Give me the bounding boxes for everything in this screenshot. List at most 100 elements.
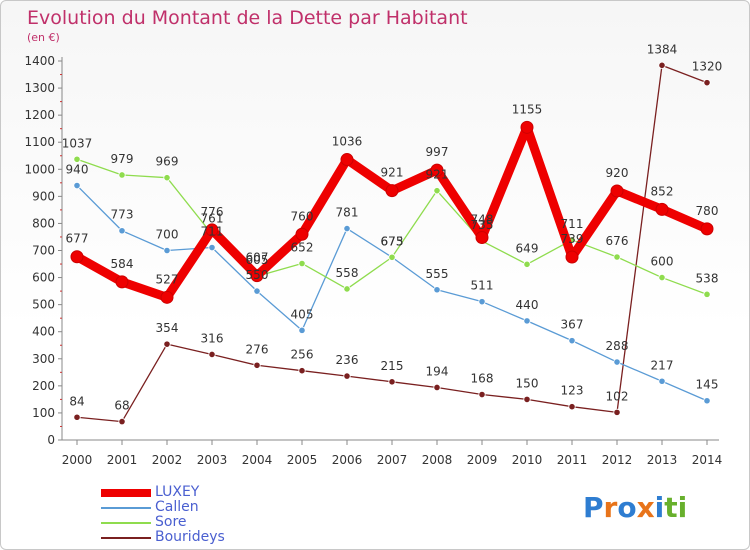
- data-label-sore: 1037: [62, 136, 93, 150]
- data-point-sore: [388, 253, 396, 261]
- data-label-luxey: 748: [471, 213, 494, 227]
- x-tick-label: 2007: [377, 453, 408, 467]
- data-point-sore: [658, 273, 666, 282]
- data-point-callen: [343, 224, 351, 233]
- data-point-luxey: [295, 227, 309, 241]
- y-tick-label: 400: [32, 325, 55, 339]
- legend: LUXEY Callen Sore Bourideys: [101, 485, 225, 545]
- x-tick-label: 2014: [692, 453, 723, 467]
- data-label-bourideys: 1320: [692, 60, 723, 74]
- y-tick-label: 1300: [24, 81, 55, 95]
- data-label-sore: 558: [336, 266, 359, 280]
- data-label-bourideys: 256: [291, 348, 314, 362]
- data-point-sore: [703, 290, 711, 298]
- logo-letter: r: [603, 491, 618, 524]
- data-label-luxey: 921: [381, 166, 404, 180]
- data-label-callen: 511: [471, 279, 494, 293]
- legend-item-sore: Sore: [101, 515, 225, 530]
- legend-label-sore: Sore: [155, 514, 187, 530]
- x-tick-label: 2005: [287, 453, 318, 467]
- data-label-callen: 145: [696, 378, 719, 392]
- data-point-callen: [703, 397, 711, 405]
- data-point-bourideys: [478, 390, 486, 399]
- data-label-sore: 921: [426, 168, 449, 182]
- data-label-bourideys: 236: [336, 353, 359, 367]
- data-label-callen: 555: [426, 267, 449, 281]
- data-point-bourideys: [118, 417, 126, 426]
- data-point-bourideys: [208, 350, 216, 359]
- data-label-bourideys: 1384: [647, 42, 678, 56]
- x-tick-label: 2008: [422, 453, 453, 467]
- data-label-callen: 700: [156, 228, 179, 242]
- data-point-callen: [523, 317, 531, 325]
- data-point-callen: [73, 181, 81, 190]
- x-tick-label: 2000: [62, 453, 93, 467]
- data-label-sore: 761: [201, 211, 224, 225]
- x-tick-label: 2013: [647, 453, 678, 467]
- data-label-bourideys: 84: [69, 394, 84, 408]
- data-point-luxey: [205, 223, 219, 237]
- data-point-callen: [658, 377, 666, 385]
- logo-letter: t: [664, 491, 678, 524]
- data-point-sore: [343, 285, 351, 293]
- data-point-luxey: [610, 184, 624, 198]
- data-point-callen: [433, 286, 441, 294]
- x-tick-label: 2001: [107, 453, 138, 467]
- data-point-sore: [523, 260, 531, 268]
- logo-letter: i: [677, 491, 688, 524]
- y-tick-label: 1100: [24, 135, 55, 149]
- legend-label-bourideys: Bourideys: [155, 529, 225, 545]
- data-label-bourideys: 123: [561, 384, 584, 398]
- data-point-sore: [73, 155, 81, 163]
- data-point-bourideys: [253, 361, 261, 369]
- data-point-callen: [208, 243, 216, 252]
- data-point-bourideys: [613, 408, 621, 416]
- y-tick-label: 900: [32, 189, 55, 203]
- data-point-luxey: [160, 290, 174, 304]
- data-label-callen: 550: [246, 268, 269, 282]
- data-label-luxey: 760: [291, 209, 314, 223]
- y-tick-label: 100: [32, 406, 55, 420]
- y-tick-label: 300: [32, 352, 55, 366]
- data-label-luxey: 527: [156, 272, 179, 286]
- chart-unit: (en €): [27, 31, 60, 44]
- data-label-bourideys: 316: [201, 331, 224, 345]
- y-tick-label: 500: [32, 298, 55, 312]
- data-point-luxey: [700, 222, 714, 236]
- data-label-sore: 649: [516, 241, 539, 255]
- data-label-sore: 676: [606, 234, 629, 248]
- data-label-bourideys: 102: [606, 389, 629, 403]
- data-label-callen: 711: [201, 225, 224, 239]
- data-label-sore: 605: [246, 253, 269, 267]
- data-point-luxey: [385, 184, 399, 198]
- data-point-luxey: [565, 250, 579, 264]
- data-point-bourideys: [568, 403, 576, 411]
- data-label-callen: 773: [111, 208, 134, 222]
- data-point-callen: [163, 246, 171, 255]
- data-label-luxey: 776: [201, 205, 224, 219]
- data-label-bourideys: 215: [381, 359, 404, 373]
- y-tick-label: 1200: [24, 108, 55, 122]
- data-point-bourideys: [163, 340, 171, 348]
- data-point-callen: [298, 326, 306, 334]
- data-point-bourideys: [388, 378, 396, 386]
- data-label-sore: 538: [696, 271, 719, 285]
- legend-item-luxey: LUXEY: [101, 485, 225, 500]
- data-point-callen: [478, 298, 486, 306]
- data-label-sore: 711: [561, 217, 584, 231]
- data-label-luxey: 780: [696, 204, 719, 218]
- data-label-luxey: 1155: [512, 102, 543, 116]
- data-label-luxey: 920: [606, 166, 629, 180]
- data-point-luxey: [340, 153, 354, 167]
- data-point-luxey: [70, 250, 84, 264]
- logo-letter: i: [654, 491, 665, 524]
- data-label-sore: 735: [471, 218, 494, 232]
- y-tick-label: 800: [32, 216, 55, 230]
- x-tick-label: 2011: [557, 453, 588, 467]
- data-label-callen: 781: [336, 206, 359, 220]
- data-label-sore: 969: [156, 155, 179, 169]
- data-point-sore: [298, 259, 306, 268]
- chart-title: Evolution du Montant de la Dette par Hab…: [27, 7, 468, 29]
